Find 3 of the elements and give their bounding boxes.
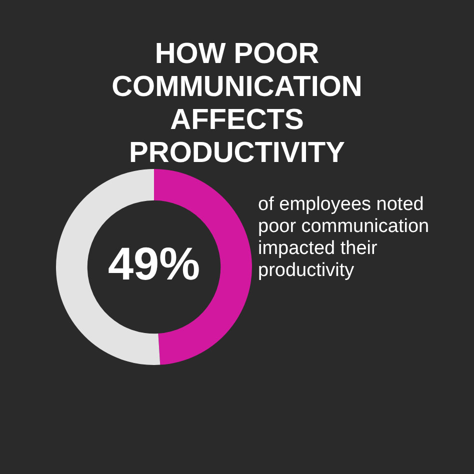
text: of employees noted poor communication impacted their productivity [258, 194, 430, 282]
chart-title: HOW POOR COMMUNICATION AFFECTS PRODUCTIVITY [110, 38, 364, 170]
data-label: 49% [108, 238, 200, 290]
